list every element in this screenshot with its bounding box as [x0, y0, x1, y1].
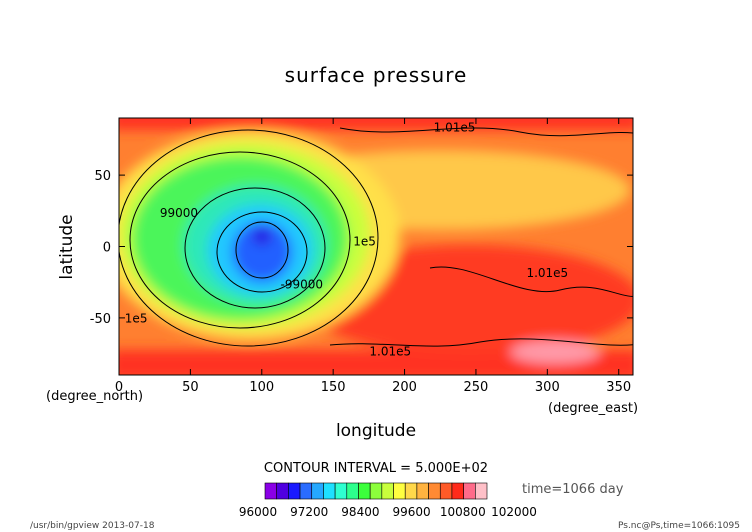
colorbar-swatch	[451, 482, 464, 500]
colorbar-swatch	[311, 482, 324, 500]
colorbar-swatch	[428, 482, 441, 500]
colorbar-swatch	[393, 482, 406, 500]
footer-right: Ps.nc@Ps,time=1066:1095	[618, 521, 740, 531]
colorbar	[264, 482, 488, 500]
colorbar-swatch	[346, 482, 359, 500]
deep-core	[253, 227, 271, 245]
x-unit-label: (degree_east)	[548, 401, 638, 416]
colorbar-label: 100800	[440, 505, 486, 519]
colorbar-label: 98400	[341, 505, 379, 519]
contour-label: -99000	[280, 277, 323, 291]
colorbar-swatch	[264, 482, 277, 500]
x-tick-label: 150	[321, 380, 346, 395]
contour-101000-north	[339, 127, 633, 137]
y-tick-label: -50	[90, 312, 111, 327]
contour-lines	[119, 127, 633, 347]
y-axis-label: latitude	[57, 214, 77, 279]
colorbar-swatch	[358, 482, 371, 500]
x-tick-label: 250	[464, 380, 489, 395]
y-axis-ticks: -50 0 50	[90, 169, 633, 327]
x-tick-label: 50	[182, 380, 199, 395]
colorbar-swatch	[475, 482, 488, 500]
colorbar-label: 97200	[290, 505, 328, 519]
y-tick-label: 0	[103, 241, 111, 256]
colorbar-swatch	[369, 482, 383, 500]
chart-title: surface pressure	[285, 63, 468, 87]
pressure-blobs	[119, 118, 633, 375]
contour-label: 1.01e5	[434, 120, 476, 134]
colorbar-swatch	[463, 482, 476, 500]
x-axis-ticks: 0 50 100 150 200 250 300 350	[115, 118, 631, 395]
colorbar-label: 102000	[491, 505, 537, 519]
contour-label: 1.01e5	[369, 345, 411, 359]
colorbar-label: 96000	[239, 505, 277, 519]
x-tick-label: 0	[115, 380, 123, 395]
north-band	[119, 118, 633, 130]
time-text: time=1066 day	[522, 482, 624, 497]
x-tick-label: 200	[392, 380, 417, 395]
contour-interval-text: CONTOUR INTERVAL = 5.000E+02	[264, 461, 488, 476]
footer-left: /usr/bin/gpview 2013-07-18	[30, 521, 155, 531]
contour-label: 1.01e5	[526, 266, 568, 280]
contour-97500	[235, 221, 289, 279]
colorbar-labels: 96000 97200 98400 99600 100800 102000	[239, 505, 537, 519]
contour-label: 1e5	[353, 235, 376, 249]
colorbar-swatch	[404, 482, 418, 500]
colorbar-swatch	[439, 482, 453, 500]
contour-99000	[129, 151, 351, 329]
contour-label-layer: 1.01e5 99000 1e5 -99000 1.01e5 1e5 1.01e5	[125, 120, 568, 359]
contour-label: 99000	[160, 206, 198, 220]
contour-98500	[184, 187, 326, 309]
x-axis-label: longitude	[336, 421, 416, 441]
y-tick-label: 50	[94, 169, 111, 184]
colorbar-label: 99600	[393, 505, 431, 519]
x-tick-label: 100	[249, 380, 274, 395]
heatmap-field	[119, 118, 633, 375]
contour-100000	[119, 129, 379, 347]
east-high-spot	[510, 340, 600, 364]
contour-101000-south	[329, 338, 633, 347]
colorbar-swatch	[416, 482, 429, 500]
contour-label: 1e5	[125, 312, 148, 326]
x-tick-label: 350	[606, 380, 631, 395]
blue-core	[232, 222, 292, 282]
contour-101000-east	[429, 266, 633, 297]
contour-98000	[216, 211, 308, 293]
colorbar-swatch	[323, 482, 336, 500]
colorbar-swatch	[288, 482, 301, 500]
colorbar-swatch	[381, 482, 394, 500]
y-unit-label: (degree_north)	[46, 389, 143, 404]
colorbar-swatch	[299, 482, 313, 500]
x-tick-label: 300	[535, 380, 560, 395]
colorbar-swatch	[276, 482, 289, 500]
colorbar-swatch	[334, 482, 348, 500]
